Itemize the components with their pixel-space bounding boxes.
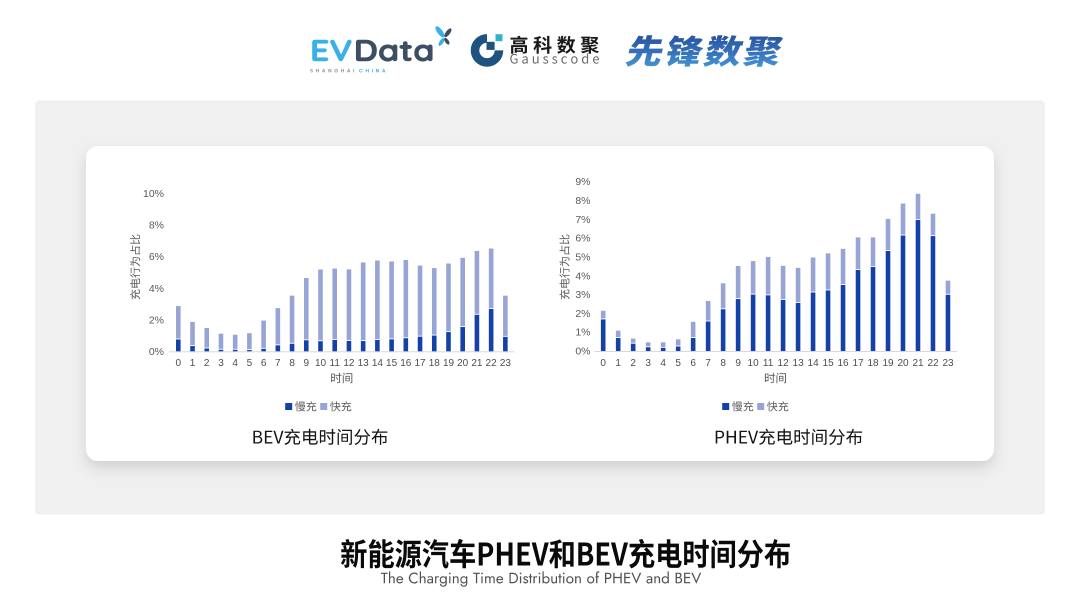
svg-text:1%: 1% bbox=[575, 327, 590, 339]
svg-text:12: 12 bbox=[343, 358, 355, 369]
svg-text:5: 5 bbox=[247, 358, 253, 369]
svg-text:7%: 7% bbox=[575, 214, 590, 226]
svg-text:8%: 8% bbox=[149, 220, 164, 232]
svg-text:23: 23 bbox=[942, 358, 954, 369]
svg-text:4%: 4% bbox=[149, 283, 164, 295]
svg-text:2: 2 bbox=[204, 358, 210, 369]
svg-text:2%: 2% bbox=[575, 308, 590, 320]
svg-text:6%: 6% bbox=[575, 233, 590, 245]
svg-text:17: 17 bbox=[852, 358, 864, 369]
svg-text:6: 6 bbox=[690, 358, 696, 369]
svg-text:14: 14 bbox=[808, 358, 820, 369]
svg-text:0%: 0% bbox=[575, 346, 590, 358]
svg-text:19: 19 bbox=[882, 358, 894, 369]
svg-text:22: 22 bbox=[486, 358, 498, 369]
svg-text:10: 10 bbox=[748, 358, 760, 369]
svg-text:12: 12 bbox=[778, 358, 790, 369]
svg-text:16: 16 bbox=[400, 358, 412, 369]
svg-text:0: 0 bbox=[176, 358, 182, 369]
svg-text:21: 21 bbox=[912, 358, 924, 369]
svg-text:7: 7 bbox=[705, 358, 711, 369]
svg-text:6: 6 bbox=[261, 358, 267, 369]
svg-text:0%: 0% bbox=[149, 346, 164, 358]
svg-text:4: 4 bbox=[660, 358, 666, 369]
svg-text:4: 4 bbox=[232, 358, 238, 369]
svg-text:20: 20 bbox=[457, 358, 469, 369]
svg-text:10: 10 bbox=[315, 358, 327, 369]
svg-text:11: 11 bbox=[330, 358, 341, 369]
svg-text:14: 14 bbox=[372, 358, 384, 369]
svg-text:17: 17 bbox=[414, 358, 426, 369]
svg-text:9: 9 bbox=[304, 358, 310, 369]
svg-text:3: 3 bbox=[218, 358, 224, 369]
svg-text:13: 13 bbox=[793, 358, 805, 369]
svg-text:15: 15 bbox=[823, 358, 835, 369]
svg-text:2%: 2% bbox=[149, 314, 164, 326]
svg-text:5%: 5% bbox=[575, 251, 590, 263]
svg-text:8: 8 bbox=[289, 358, 295, 369]
svg-text:21: 21 bbox=[471, 358, 483, 369]
svg-text:0: 0 bbox=[600, 358, 606, 369]
svg-text:5: 5 bbox=[675, 358, 681, 369]
svg-text:11: 11 bbox=[763, 358, 774, 369]
svg-text:18: 18 bbox=[867, 358, 879, 369]
svg-text:18: 18 bbox=[429, 358, 441, 369]
svg-text:22: 22 bbox=[927, 358, 939, 369]
svg-text:2: 2 bbox=[630, 358, 636, 369]
svg-text:1: 1 bbox=[190, 358, 196, 369]
svg-text:7: 7 bbox=[275, 358, 281, 369]
svg-text:1: 1 bbox=[615, 358, 621, 369]
svg-text:4%: 4% bbox=[575, 270, 590, 282]
svg-text:10%: 10% bbox=[143, 188, 164, 200]
svg-text:16: 16 bbox=[837, 358, 849, 369]
svg-text:3: 3 bbox=[645, 358, 651, 369]
svg-text:3%: 3% bbox=[575, 289, 590, 301]
svg-text:6%: 6% bbox=[149, 251, 164, 263]
svg-text:23: 23 bbox=[500, 358, 512, 369]
svg-text:13: 13 bbox=[358, 358, 370, 369]
svg-text:15: 15 bbox=[386, 358, 398, 369]
svg-text:8: 8 bbox=[720, 358, 726, 369]
svg-text:19: 19 bbox=[443, 358, 455, 369]
svg-text:20: 20 bbox=[897, 358, 909, 369]
svg-text:9: 9 bbox=[735, 358, 741, 369]
svg-text:8%: 8% bbox=[575, 195, 590, 207]
svg-text:9%: 9% bbox=[575, 176, 590, 188]
